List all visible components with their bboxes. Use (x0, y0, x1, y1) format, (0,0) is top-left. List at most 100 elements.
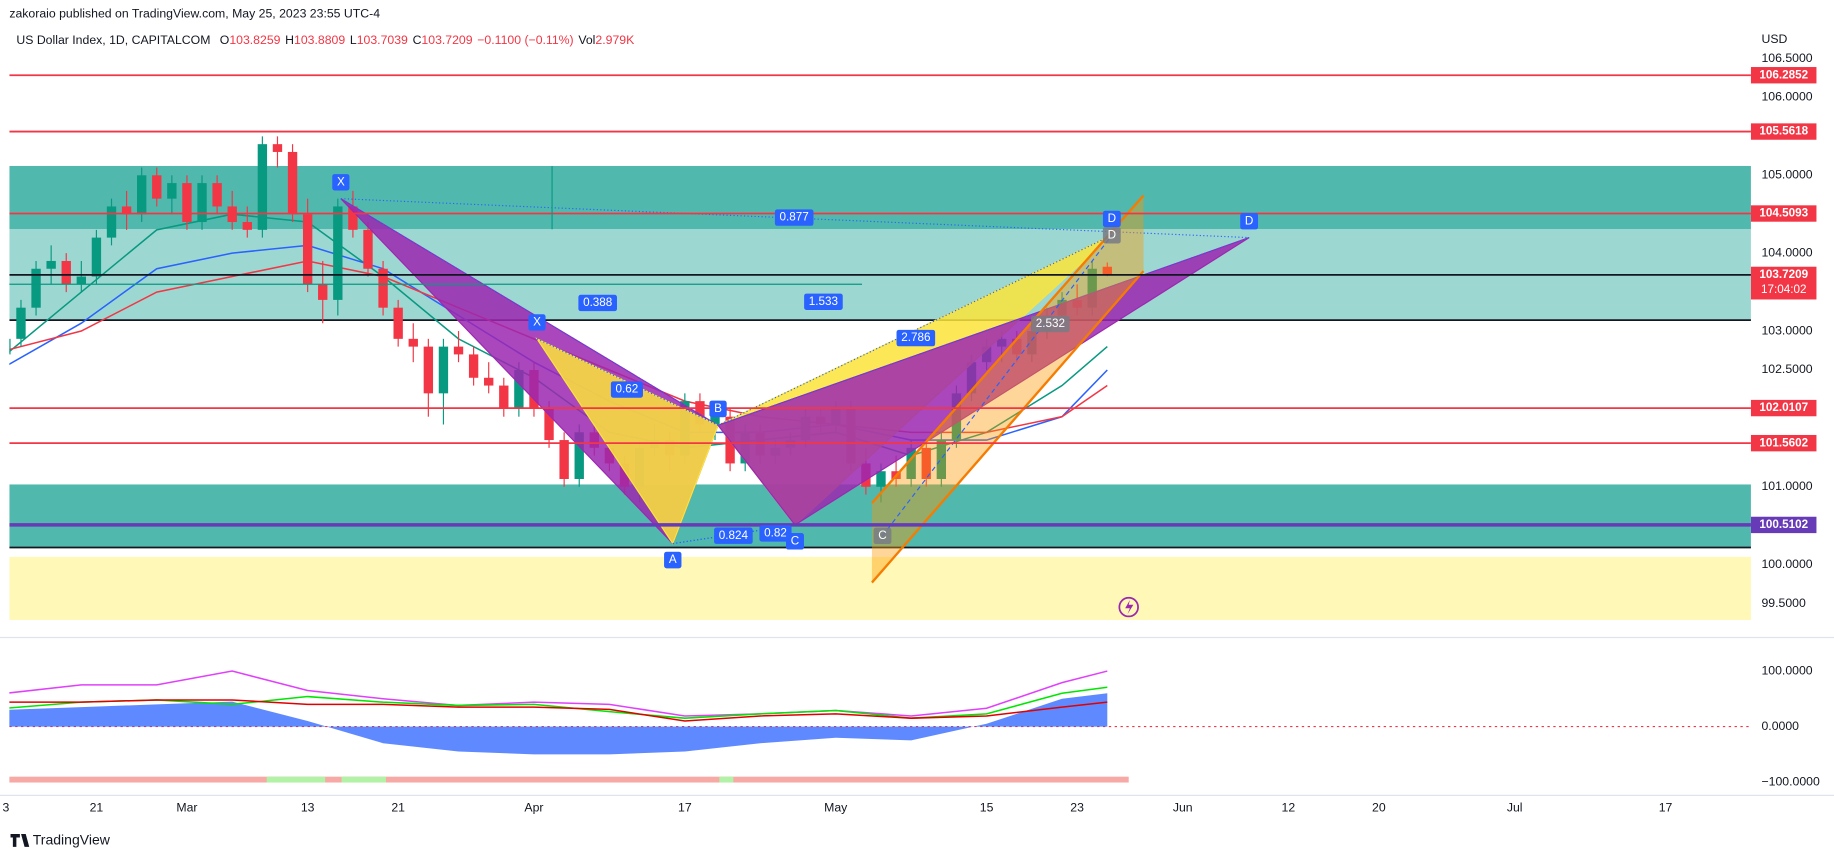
point-label: X (533, 316, 541, 329)
level-label-bg (1750, 434, 1817, 452)
point-label-bg (1102, 227, 1121, 244)
y-tick-label: 106.0000 (1761, 90, 1812, 104)
point-label: A (669, 553, 677, 566)
ratio-label-bg (714, 527, 753, 544)
x-tick-label: 17 (678, 801, 692, 815)
y-tick-label: 101.0000 (1761, 479, 1812, 493)
candle-body (906, 447, 916, 479)
ratio-label-bg (804, 293, 843, 310)
candle-body (167, 183, 177, 199)
last-price-bg (1750, 266, 1817, 300)
x-tick-label: 13 (301, 801, 315, 815)
candle-body (363, 229, 373, 269)
level-label-bg (1750, 123, 1817, 140)
candle-body (106, 206, 117, 238)
ratio-label: 0.824 (719, 529, 749, 542)
ratio-label-bg (774, 209, 814, 226)
candle-body (544, 408, 554, 441)
point-label-bg (332, 174, 350, 191)
point-label-bg (1240, 213, 1259, 230)
indicator-line (9, 670, 1108, 717)
main-pane (9, 74, 1751, 620)
candle-body (333, 206, 343, 300)
candle-body (499, 385, 509, 409)
last-price-label: 103.7209 (1759, 268, 1808, 281)
pattern-link (717, 237, 1250, 426)
candle-body (876, 471, 886, 487)
ratio-label: 2.532 (1036, 317, 1065, 330)
candle-body (9, 338, 11, 355)
indicator-tick-label: 100.0000 (1761, 663, 1812, 677)
candle-body (136, 175, 147, 215)
x-tick-label: 15 (980, 801, 994, 815)
x-tick-label: 20 (1372, 801, 1386, 815)
candle-body (31, 268, 41, 308)
candle-body (1087, 268, 1097, 308)
signal-strip (266, 776, 326, 783)
candle-body (438, 346, 449, 394)
level-label-bg (1750, 516, 1817, 534)
candle-body (695, 401, 705, 425)
symbol: US Dollar Index, 1D, CAPITALCOM (16, 33, 210, 47)
ohlc-value: 103.7039 (357, 33, 408, 47)
candle-body (393, 307, 403, 339)
level-label: 101.5602 (1759, 436, 1808, 449)
x-tick-label: 21 (391, 801, 405, 815)
ohlc-value: 103.7209 (421, 33, 472, 47)
ohlc-value: 103.8259 (229, 33, 280, 47)
point-label: D (1108, 228, 1116, 241)
channel-line (871, 194, 1145, 504)
x-tick-label: Jun (1173, 801, 1193, 815)
candle-body (91, 237, 102, 277)
x-tick-label: 17 (1659, 801, 1673, 815)
candle-body (423, 346, 434, 394)
ratio-label: 2.786 (901, 331, 930, 344)
signal-strip (719, 776, 734, 783)
candle-body (484, 377, 494, 386)
y-tick-label: 106.5000 (1761, 51, 1812, 65)
point-label-bg (873, 527, 892, 545)
ratio-label-bg (610, 381, 643, 398)
x-tick-label: Jul (1507, 801, 1523, 815)
ohlc-key: C (413, 33, 422, 47)
x-tick-label: 23 (1070, 801, 1084, 815)
channel-mid (882, 234, 1113, 537)
channel-fill (871, 195, 1144, 583)
candle-body (302, 214, 313, 285)
y-tick-label: 105.0000 (1761, 168, 1812, 182)
zone (9, 165, 1751, 230)
candle-body (212, 183, 222, 207)
candle-body (559, 440, 569, 479)
point-label-bg (528, 314, 546, 331)
candle-body (287, 151, 298, 215)
candle-body (318, 284, 328, 300)
ohlc-key: O (220, 33, 230, 47)
candle-body (182, 183, 192, 223)
point-label: C (878, 529, 886, 542)
ratio-label: 1.533 (809, 295, 838, 308)
indicator-area (9, 693, 1108, 755)
candle-body (1102, 266, 1112, 275)
point-label: X (337, 175, 345, 188)
y-tick-label: 99.5000 (1761, 596, 1806, 610)
x-tick-label: 3 (2, 801, 9, 815)
point-label-bg (664, 551, 682, 569)
candle-body (152, 175, 162, 199)
ratio-label: 0.82 (764, 526, 787, 539)
event-icon[interactable] (1118, 596, 1139, 618)
ratio-label-bg (759, 525, 792, 542)
x-tick-label: 21 (90, 801, 104, 815)
level-label: 106.2852 (1759, 68, 1808, 81)
volume-key: Vol (578, 33, 595, 47)
candle-body (46, 260, 56, 269)
candle-body (121, 206, 132, 215)
candle-body (197, 183, 207, 223)
candle-body (378, 268, 388, 308)
candle-body (921, 447, 931, 479)
level-label: 102.0107 (1759, 401, 1808, 414)
ratio-label: 0.388 (583, 296, 612, 309)
ratio-label-bg (1031, 315, 1070, 333)
candle-body (61, 260, 71, 285)
